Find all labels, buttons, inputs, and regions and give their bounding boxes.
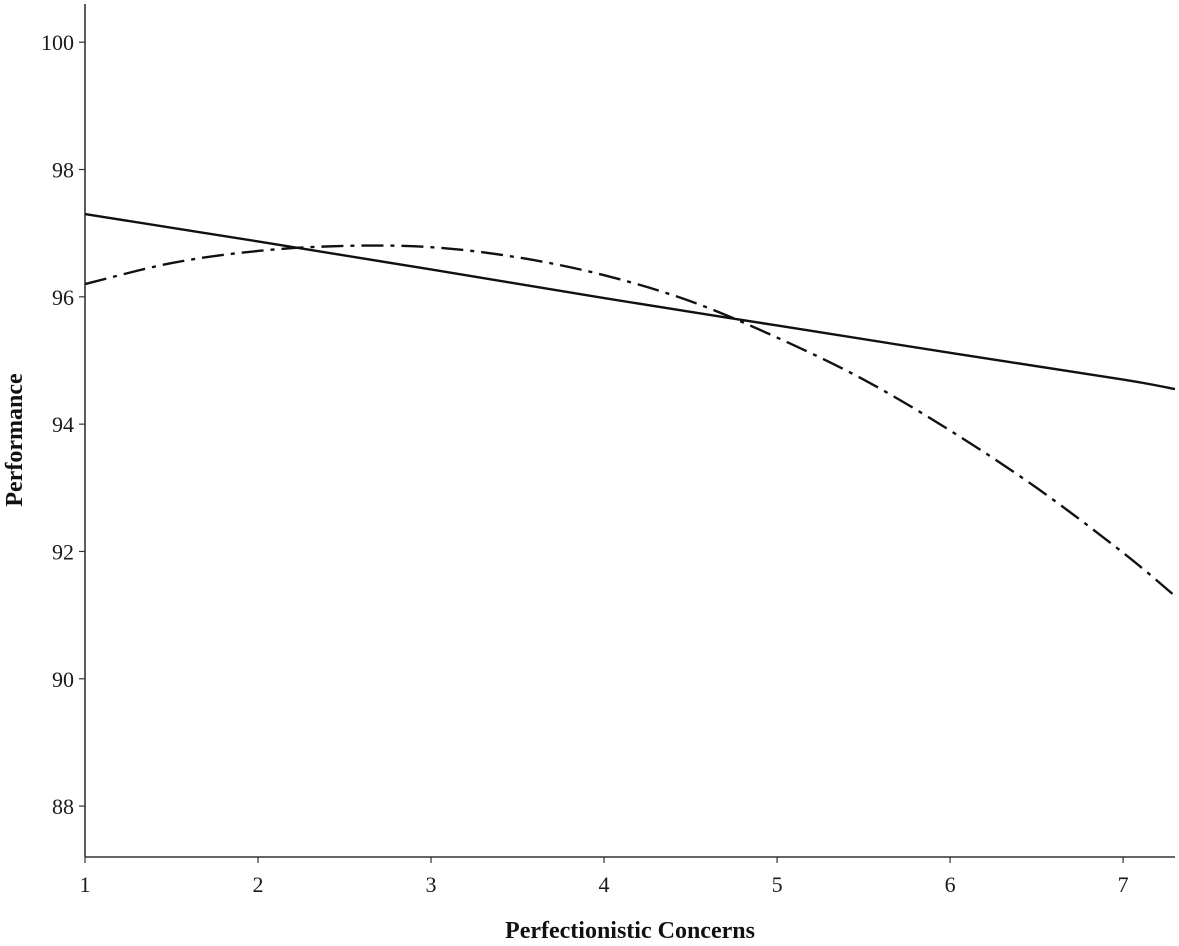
- y-tick-label: 94: [52, 412, 74, 437]
- y-axis-title: Performance: [2, 373, 28, 507]
- y-tick-label: 88: [52, 794, 74, 819]
- series-line-solid: [84, 212, 1176, 391]
- y-tick-label: 98: [52, 158, 74, 183]
- x-tick-label: 3: [426, 872, 437, 897]
- y-tick-label: 100: [41, 30, 74, 55]
- y-tick-label: 92: [52, 539, 74, 564]
- x-tick-label: 2: [253, 872, 264, 897]
- x-tick-label: 5: [772, 872, 783, 897]
- y-tick-label: 90: [52, 667, 74, 692]
- x-tick-label: 4: [599, 872, 610, 897]
- x-tick-label: 1: [80, 872, 91, 897]
- y-axis-ticks: 88 90 92 94 96 98 100: [41, 30, 85, 819]
- x-tick-label: 7: [1118, 872, 1129, 897]
- series-layer: [84, 212, 1176, 597]
- series-line-dash-dot: [84, 244, 1176, 597]
- axes: [84, 4, 1175, 858]
- x-axis-title: Perfectionistic Concerns: [505, 918, 755, 944]
- x-tick-label: 6: [945, 872, 956, 897]
- x-axis-ticks: 1 2 3 4 5 6 7: [80, 857, 1129, 897]
- y-tick-label: 96: [52, 285, 74, 310]
